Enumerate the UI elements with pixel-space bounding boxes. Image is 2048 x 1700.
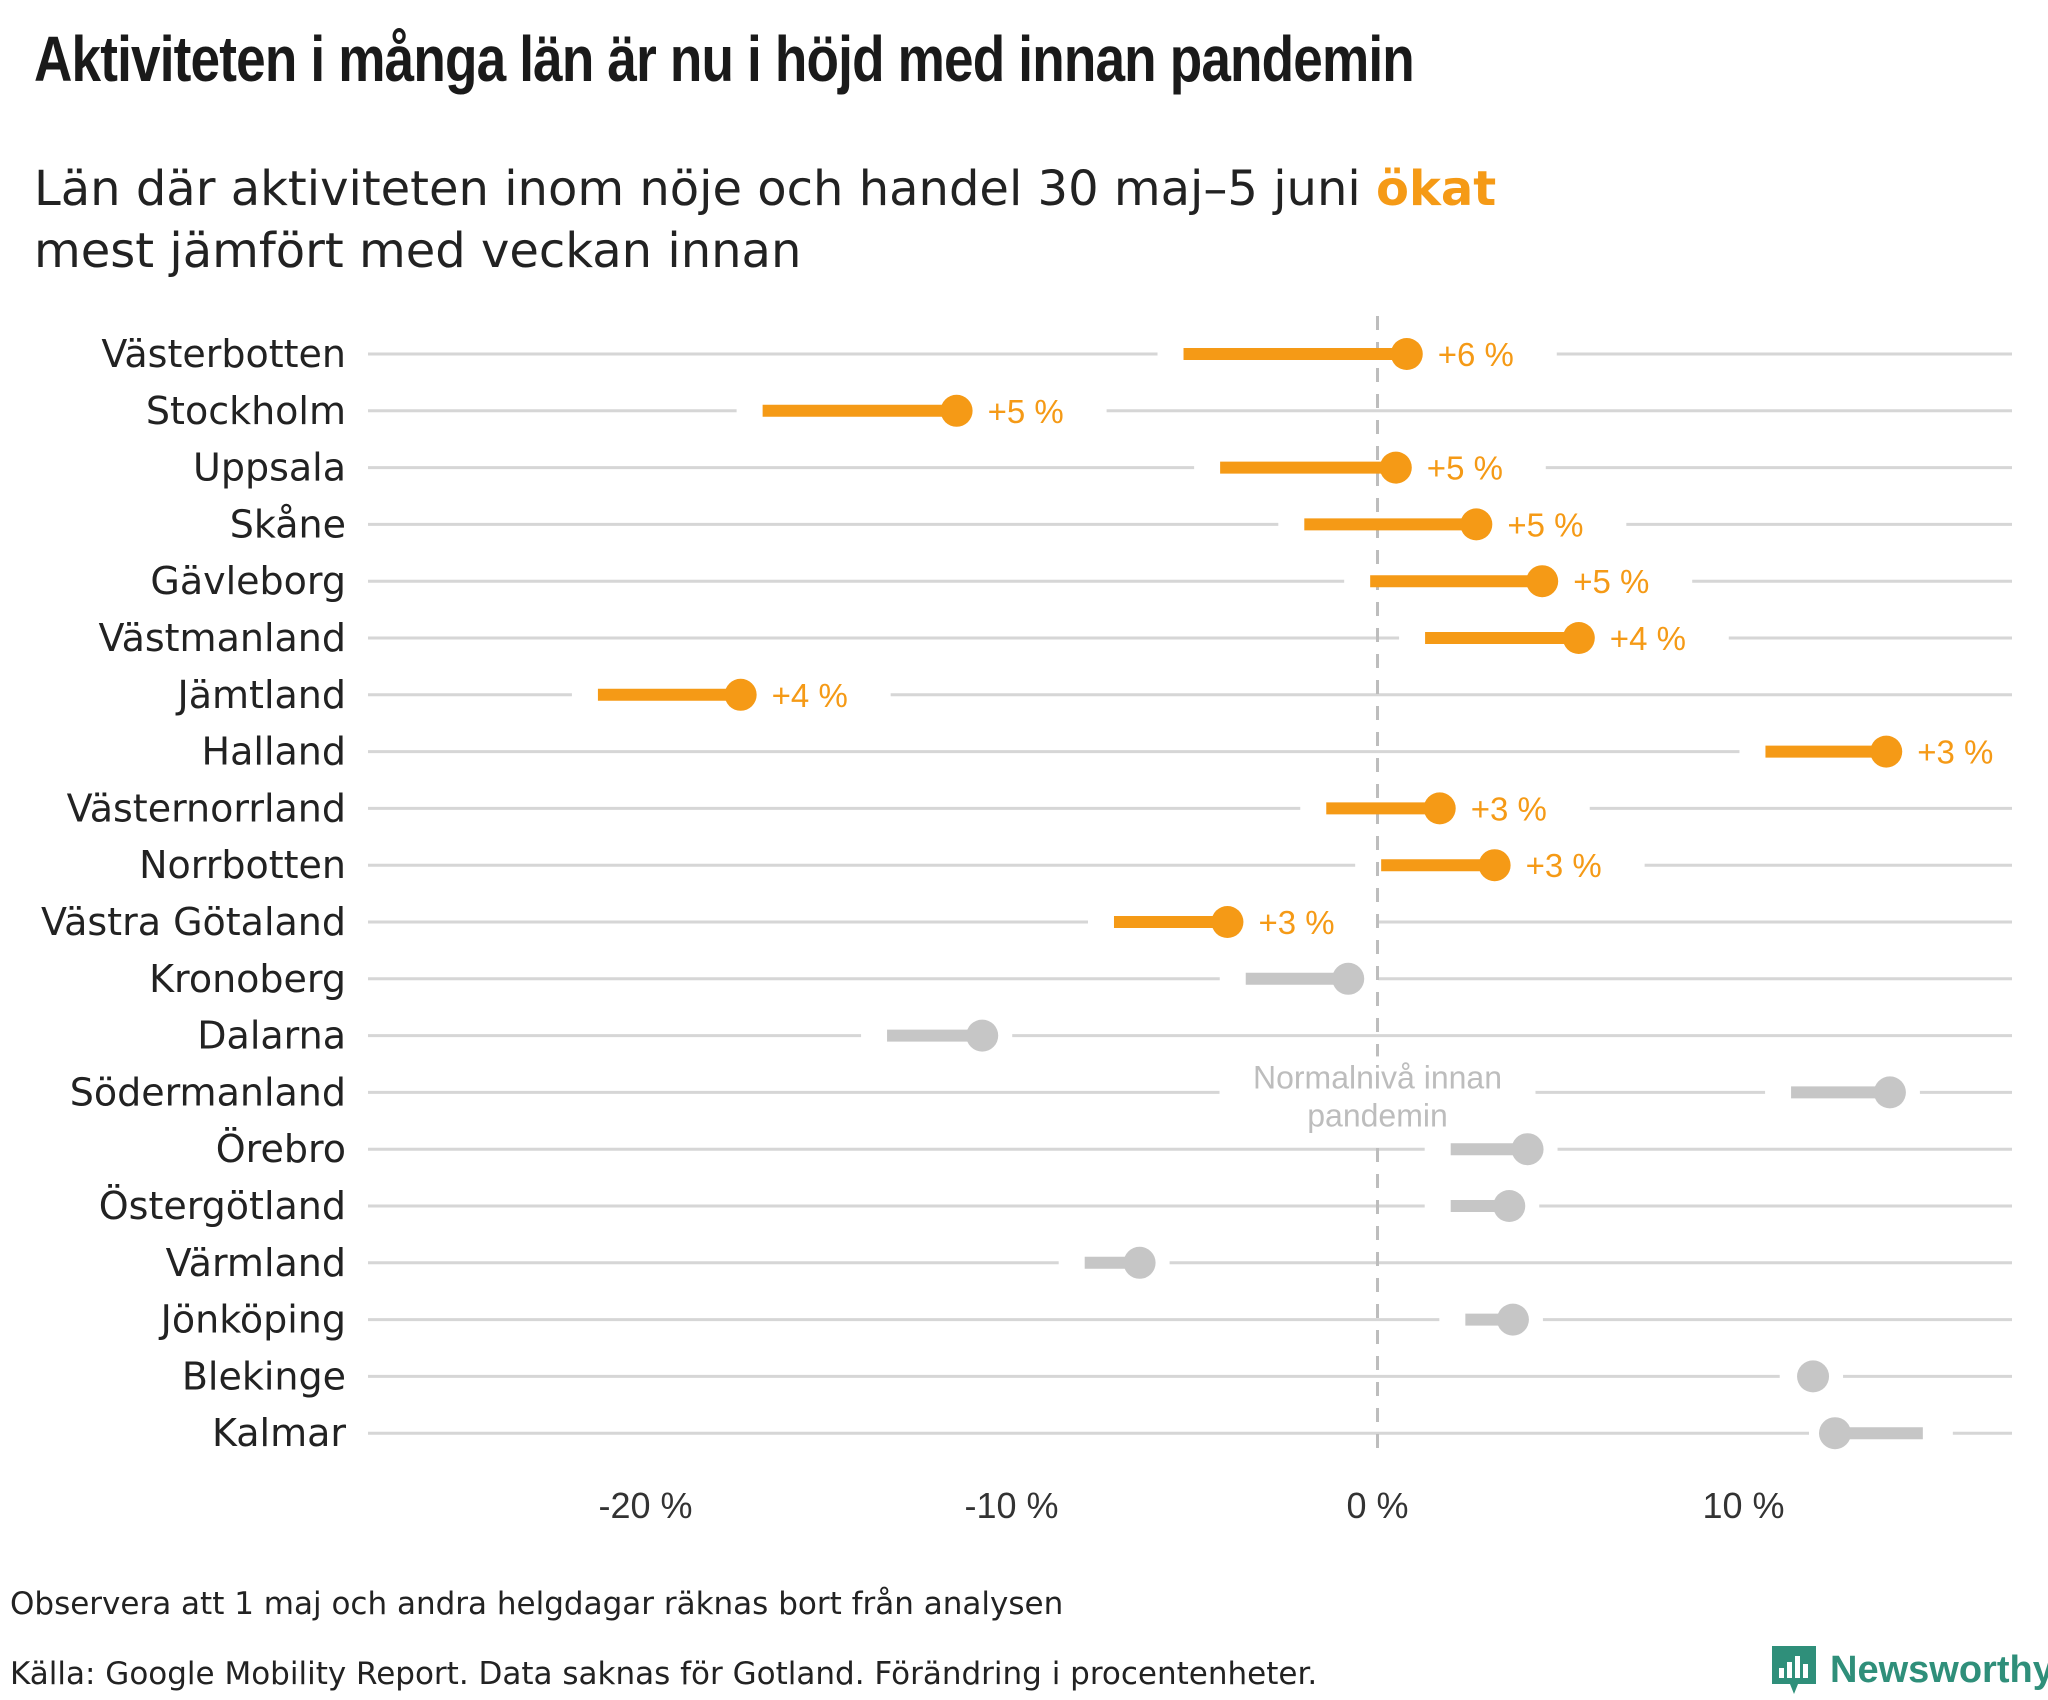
current-value-dot bbox=[1390, 338, 1423, 370]
reference-note-line-1: Normalnivå innan bbox=[1253, 1059, 1502, 1095]
x-tick-label: -20 % bbox=[598, 1485, 692, 1526]
data-label: +4 % bbox=[772, 677, 848, 714]
data-label: +4 % bbox=[1610, 620, 1686, 657]
y-tick-label: Kalmar bbox=[212, 1411, 346, 1455]
subtitle-highlight: ökat bbox=[1375, 161, 1497, 217]
y-tick-label: Värmland bbox=[166, 1241, 346, 1285]
x-axis: -20 % -10 % 0 % 10 % bbox=[598, 1485, 1784, 1526]
data-label: +3 % bbox=[1258, 904, 1334, 941]
current-value-dot bbox=[1797, 1360, 1830, 1393]
brand-logo: Newsworthy bbox=[1768, 1642, 2048, 1698]
current-value-dot bbox=[1526, 565, 1559, 598]
reference-note: Normalnivå innan pandemin bbox=[1219, 1056, 1536, 1137]
subtitle-text-line2: mest jämfört med veckan innan bbox=[34, 223, 802, 279]
reference-note-background bbox=[1219, 1056, 1536, 1137]
x-tick-label: -10 % bbox=[964, 1485, 1058, 1526]
y-tick-label: Halland bbox=[202, 730, 346, 774]
y-tick-label: Uppsala bbox=[193, 446, 346, 490]
y-tick-label: Stockholm bbox=[146, 389, 346, 433]
y-tick-label: Jämtland bbox=[176, 673, 346, 717]
x-tick-label: 10 % bbox=[1702, 1485, 1784, 1526]
current-value-dot bbox=[1460, 508, 1493, 541]
y-tick-label: Kronoberg bbox=[149, 957, 346, 1001]
data-label: +3 % bbox=[1917, 734, 1993, 771]
data-label: +6 % bbox=[1438, 336, 1514, 373]
bar-chart-speech-bubble-icon bbox=[1772, 1646, 1816, 1694]
chart-title: Aktiviteten i många län är nu i höjd med… bbox=[34, 23, 1415, 95]
subtitle-text: Län där aktiviteten inom nöje och handel… bbox=[34, 161, 1376, 217]
footer-note: Observera att 1 maj och andra helgdagar … bbox=[10, 1586, 1064, 1622]
current-value-dot bbox=[1478, 849, 1511, 882]
chart-subtitle: Län där aktiviteten inom nöje och handel… bbox=[34, 158, 1496, 282]
y-tick-label: Västerbotten bbox=[101, 332, 346, 376]
y-tick-label: Norrbotten bbox=[139, 843, 346, 887]
current-value-dot bbox=[1873, 1076, 1906, 1109]
y-tick-label: Västmanland bbox=[99, 616, 346, 660]
current-value-dot bbox=[1511, 1133, 1544, 1166]
y-tick-label: Dalarna bbox=[197, 1014, 346, 1058]
current-value-dot bbox=[1562, 622, 1595, 654]
current-value-dot bbox=[1819, 1417, 1851, 1450]
current-value-dot bbox=[1496, 1303, 1529, 1336]
data-rows: Västerbotten +6 % Stockholm +5 % Uppsala +5 %… bbox=[41, 332, 1993, 1455]
dumbbell-chart: Normalnivå innan pandemin Västerbotten +6… bbox=[41, 316, 2012, 1526]
current-value-dot bbox=[1379, 451, 1412, 484]
current-value-dot bbox=[724, 678, 757, 711]
current-value-dot bbox=[1493, 1190, 1526, 1222]
gridlines bbox=[368, 352, 2012, 1435]
y-tick-label: Västernorrland bbox=[67, 786, 346, 830]
footer-source: Källa: Google Mobility Report. Data sakn… bbox=[10, 1656, 1318, 1692]
y-tick-label: Västra Götaland bbox=[41, 900, 346, 944]
y-tick-label: Örebro bbox=[216, 1127, 346, 1171]
y-tick-label: Jönköping bbox=[159, 1298, 346, 1342]
current-value-dot bbox=[966, 1019, 999, 1052]
x-tick-label: 0 % bbox=[1346, 1485, 1408, 1526]
current-value-dot bbox=[1423, 792, 1456, 825]
y-tick-label: Södermanland bbox=[70, 1070, 346, 1114]
current-value-dot bbox=[1332, 962, 1365, 995]
brand-name: Newsworthy bbox=[1830, 1648, 2048, 1691]
current-value-dot bbox=[940, 394, 973, 427]
y-tick-label: Blekinge bbox=[182, 1354, 346, 1398]
data-label: +3 % bbox=[1526, 847, 1602, 884]
y-tick-label: Östergötland bbox=[99, 1184, 346, 1228]
data-label: +5 % bbox=[1427, 450, 1503, 487]
current-value-dot bbox=[1123, 1246, 1156, 1279]
current-value-dot bbox=[1211, 906, 1244, 938]
data-label: +5 % bbox=[1573, 563, 1649, 600]
y-tick-label: Gävleborg bbox=[150, 559, 346, 603]
current-value-dot bbox=[1870, 735, 1903, 768]
data-label: +5 % bbox=[1507, 506, 1583, 543]
y-tick-label: Skåne bbox=[230, 502, 346, 546]
data-label: +5 % bbox=[988, 393, 1064, 430]
data-label: +3 % bbox=[1471, 790, 1547, 827]
reference-note-line-2: pandemin bbox=[1307, 1097, 1448, 1133]
